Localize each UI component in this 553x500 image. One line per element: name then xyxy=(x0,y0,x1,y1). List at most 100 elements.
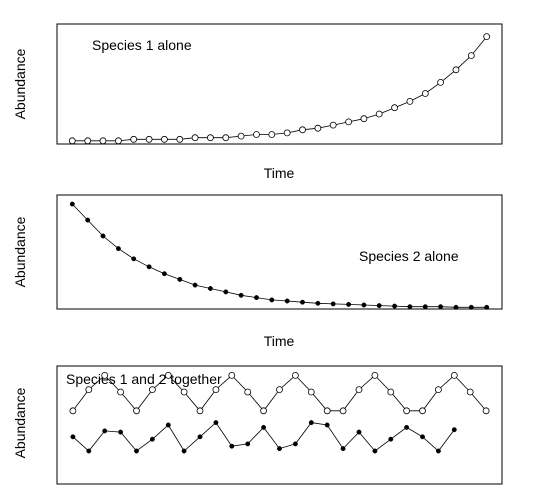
panel-3-series-1-point xyxy=(212,386,220,394)
panel-3-series-1-point xyxy=(180,388,188,396)
panel-3-series-1-point xyxy=(85,386,93,394)
panel-2-ylabel: Abundance xyxy=(12,216,28,287)
panel-2-series-1-point xyxy=(115,246,121,252)
panel-2-series-1-point xyxy=(161,271,167,277)
panel-3-series-1-point xyxy=(148,386,156,394)
panel-2-series-1-point xyxy=(192,282,198,288)
panel-3-series-2-point xyxy=(197,434,203,440)
panel-1-series-1-point xyxy=(253,131,260,138)
panel-2-frame xyxy=(56,194,503,310)
panel-1-series-1-point xyxy=(391,104,399,112)
panel-1-xlabel: Time xyxy=(264,165,295,181)
panel-3-ylabel: Abundance xyxy=(12,387,28,458)
panel-1-series-1-point xyxy=(329,121,337,129)
panel-1-series-1-point xyxy=(345,118,353,126)
panel-2-series-1-point xyxy=(207,286,213,291)
panel-species-1-and-2-together: Abundance Species 1 and 2 together xyxy=(12,365,503,485)
panel-3-series-1-point xyxy=(323,407,331,415)
panel-3-series-1-point xyxy=(403,407,411,415)
panel-2-series-1-point xyxy=(330,301,336,307)
panel-2-plot-area xyxy=(69,201,490,310)
panel-1-series-1-point xyxy=(375,110,383,118)
panel-2-series-1-point xyxy=(315,300,321,306)
panel-3-series-2-point xyxy=(435,448,441,454)
panel-3-series-2-point xyxy=(118,429,124,435)
panel-3-series-1-point xyxy=(434,386,442,394)
panel-2-series-1-point xyxy=(146,264,152,270)
panel-3-series-2-point xyxy=(229,443,235,449)
panel-3-series-1-point xyxy=(355,386,363,394)
panel-1-series-1-point xyxy=(68,137,76,145)
panel-3-series-2-point xyxy=(292,441,298,447)
panel-1-series-1-point xyxy=(99,137,107,145)
panel-1-ylabel: Abundance xyxy=(12,48,28,119)
panel-1-series-1-point xyxy=(437,79,445,86)
panel-3-series-2-point xyxy=(277,446,282,452)
panel-1-series-1-point xyxy=(176,135,184,143)
panel-2-annotation: Species 2 alone xyxy=(359,248,459,264)
panel-3-series-2-point xyxy=(404,424,410,430)
panel-2-series-1-line xyxy=(72,203,487,308)
panel-1-series-1-point xyxy=(160,135,168,143)
panel-2-series-1-point xyxy=(422,304,428,310)
panel-1-series-1-point xyxy=(314,124,322,132)
panel-2-series-1-point xyxy=(284,298,290,304)
panel-3-series-2-point xyxy=(308,420,314,426)
panel-3-series-2-point xyxy=(451,427,457,433)
panel-3-series-1-point xyxy=(228,371,236,379)
panel-1-series-1-point xyxy=(360,115,368,123)
panel-3-series-1-point xyxy=(307,388,315,396)
panel-3-series-2-point xyxy=(356,429,362,435)
panel-1-series-1-point xyxy=(268,131,276,138)
panel-3-series-1-point xyxy=(450,371,458,379)
panel-1-series-1-point xyxy=(283,129,291,137)
panel-3-frame xyxy=(56,365,503,485)
panel-1-series-1-point xyxy=(299,126,306,134)
panel-3-series-2-point xyxy=(149,436,155,442)
panel-3-annotation: Species 1 and 2 together xyxy=(66,371,222,387)
panel-3-series-1-point xyxy=(164,371,172,379)
panel-1-series-1-line xyxy=(72,36,488,142)
panel-2-series-1-point xyxy=(392,303,398,309)
panel-2-series-1-point xyxy=(361,302,367,308)
panel-3-series-1-point xyxy=(387,388,395,396)
panel-2-series-1-point xyxy=(100,233,106,239)
panel-2-series-1-point xyxy=(300,299,305,305)
panel-3-series-2-point xyxy=(86,448,92,454)
panel-2-series-1-point xyxy=(69,201,75,207)
panel-1-series-1-point xyxy=(467,52,475,59)
panel-2-series-1-point xyxy=(177,276,183,282)
panel-1-series-1-point xyxy=(452,66,460,74)
panel-2-series-1-point xyxy=(407,304,413,310)
panel-1-plot-area xyxy=(68,33,491,145)
panel-1-series-1-point xyxy=(406,98,414,105)
panel-species-1-alone: Abundance Time Species 1 alone xyxy=(12,23,503,181)
panel-2-series-1-point xyxy=(468,304,474,310)
panel-3-series-1-point xyxy=(482,407,490,415)
panel-1-series-1-point xyxy=(84,137,92,145)
panel-1-series-1-point xyxy=(222,134,230,142)
panel-2-series-1-point xyxy=(85,217,91,223)
panel-3-series-1-point xyxy=(117,388,124,396)
panel-2-series-1-point xyxy=(131,256,137,262)
panel-3-series-1-point xyxy=(339,407,347,415)
panel-3-series-2-point xyxy=(245,441,251,447)
panel-2-series-1-point xyxy=(269,297,275,303)
panel-1-series-1-point xyxy=(237,132,245,140)
panel-3-series-2-point xyxy=(340,446,346,452)
panel-3-series-1-point xyxy=(133,407,140,415)
panel-3-series-1-point xyxy=(196,407,204,415)
panel-3-series-2-point xyxy=(165,422,171,428)
panel-2-series-1-point xyxy=(484,304,490,310)
panel-3-series-2-point xyxy=(70,434,76,440)
panel-3-series-2-point xyxy=(134,448,139,454)
panel-3-series-1-point xyxy=(276,386,283,394)
panel-1-series-1-point xyxy=(421,90,429,97)
panel-3-series-2-point xyxy=(102,428,108,434)
panel-3-series-2-point xyxy=(388,436,394,442)
panel-1-annotation: Species 1 alone xyxy=(92,37,192,53)
panel-1-series-1-point xyxy=(130,135,138,143)
panel-1-series-1-point xyxy=(206,134,214,142)
panel-2-series-1-point xyxy=(254,295,259,301)
